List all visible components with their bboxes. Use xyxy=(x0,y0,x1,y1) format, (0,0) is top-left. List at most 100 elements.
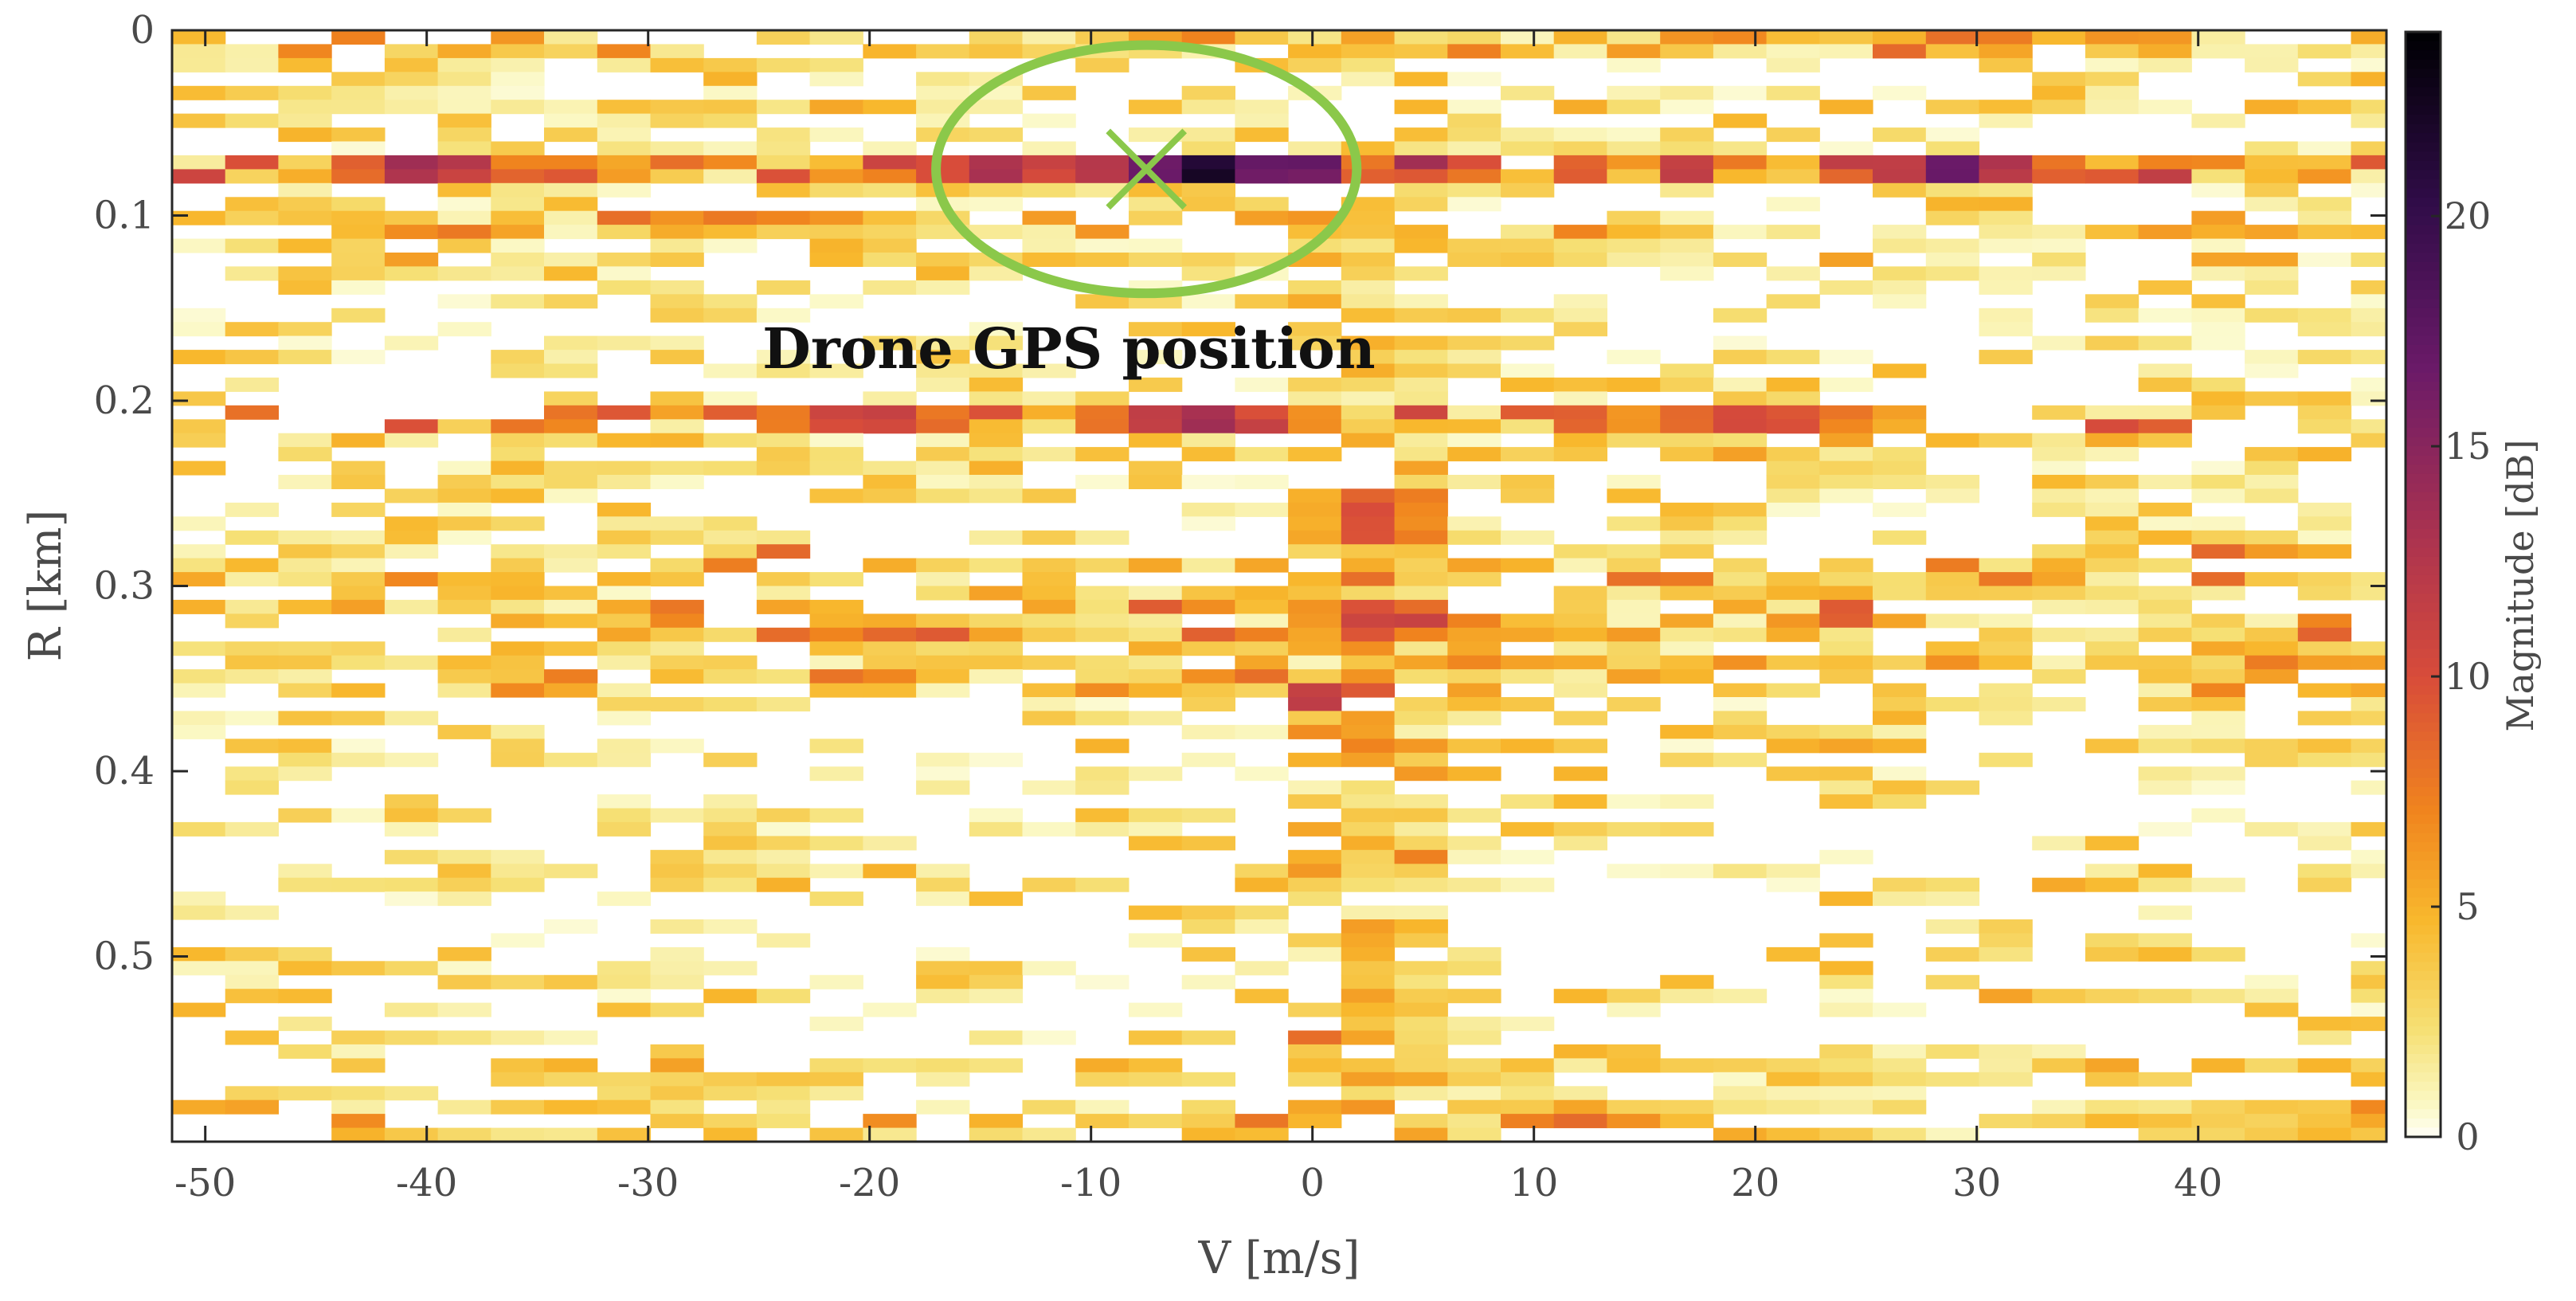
heatmap-cell xyxy=(1394,100,1448,115)
heatmap-cell xyxy=(1235,294,1289,309)
heatmap-cell xyxy=(1022,182,1076,198)
heatmap-cell xyxy=(1075,1058,1129,1073)
heatmap-cell xyxy=(384,225,439,240)
heatmap-cell xyxy=(1394,919,1448,934)
heatmap-cell xyxy=(1873,238,1927,253)
heatmap-cell xyxy=(2085,739,2139,754)
heatmap-cell xyxy=(1022,488,1076,504)
heatmap-cell xyxy=(1979,752,2033,767)
heatmap-cell xyxy=(863,475,917,489)
colorbar-segment xyxy=(2406,925,2441,935)
heatmap-cell xyxy=(1766,155,1820,170)
heatmap-cell xyxy=(2297,739,2352,754)
heatmap-cell xyxy=(2085,530,2139,545)
heatmap-cell xyxy=(1022,141,1076,156)
heatmap-cell xyxy=(1873,169,1927,184)
heatmap-cell xyxy=(1235,405,1289,420)
heatmap-cell xyxy=(437,669,491,684)
heatmap-cell xyxy=(703,989,758,1004)
heatmap-cell xyxy=(2138,419,2192,434)
heatmap-cell xyxy=(1607,44,1661,59)
heatmap-cell xyxy=(278,85,332,100)
colorbar-segment xyxy=(2406,299,2441,309)
heatmap-cell xyxy=(1235,919,1289,934)
x-tick-label: -40 xyxy=(396,1161,457,1205)
heatmap-cell xyxy=(1022,1030,1076,1045)
heatmap-cell xyxy=(1501,253,1555,267)
heatmap-cell xyxy=(1022,447,1076,462)
heatmap-cell xyxy=(2245,974,2299,989)
heatmap-cell xyxy=(650,599,704,614)
heatmap-cell xyxy=(2085,433,2139,448)
heatmap-cell xyxy=(437,849,491,864)
heatmap-cell xyxy=(1660,821,1714,837)
heatmap-cell xyxy=(1129,210,1183,225)
heatmap-cell xyxy=(1713,1086,1768,1101)
heatmap-cell xyxy=(278,1044,332,1059)
heatmap-cell xyxy=(969,488,1024,504)
colorbar-segment xyxy=(2406,511,2441,521)
heatmap-cell xyxy=(1819,169,1873,184)
heatmap-cell xyxy=(278,335,332,351)
heatmap-cell xyxy=(278,127,332,143)
heatmap-cell xyxy=(2138,1114,2192,1129)
heatmap-cell xyxy=(1660,1114,1714,1129)
heatmap-cell xyxy=(2297,1017,2352,1032)
heatmap-cell xyxy=(544,669,598,684)
heatmap-cell xyxy=(1979,44,2033,59)
heatmap-cell xyxy=(1181,683,1235,698)
heatmap-cell xyxy=(437,572,491,587)
colorbar-segment xyxy=(2406,437,2441,448)
heatmap-cell xyxy=(2085,169,2139,184)
heatmap-cell xyxy=(1288,641,1342,656)
heatmap-cell xyxy=(1075,821,1129,837)
heatmap-cell xyxy=(1553,711,1607,726)
heatmap-cell xyxy=(2351,377,2386,392)
heatmap-cell xyxy=(1979,100,2033,115)
heatmap-cell xyxy=(703,308,758,323)
colorbar-segment xyxy=(2406,907,2441,917)
heatmap-cell xyxy=(1341,849,1396,864)
heatmap-cell xyxy=(2351,1072,2386,1087)
heatmap-cell xyxy=(2351,322,2386,337)
heatmap-cell xyxy=(544,1058,598,1073)
heatmap-cell xyxy=(437,530,491,545)
heatmap-cell xyxy=(278,57,332,72)
heatmap-cell xyxy=(278,169,332,184)
heatmap-cell xyxy=(1979,711,2033,726)
heatmap-cell xyxy=(225,1086,279,1101)
heatmap-cell xyxy=(1288,447,1342,462)
heatmap-cell xyxy=(1766,1072,1820,1087)
heatmap-cell xyxy=(2245,739,2299,754)
heatmap-cell xyxy=(2191,1058,2245,1073)
heatmap-cell xyxy=(437,460,491,476)
heatmap-cell xyxy=(1873,363,1927,378)
heatmap-cell xyxy=(1925,197,1980,212)
heatmap-cell xyxy=(437,946,491,962)
heatmap-cell xyxy=(597,100,652,115)
heatmap-cell xyxy=(1129,350,1183,365)
heatmap-cell xyxy=(1181,905,1235,920)
heatmap-cell xyxy=(1181,502,1235,517)
heatmap-cell xyxy=(544,558,598,573)
heatmap-cell xyxy=(1394,377,1448,392)
heatmap-cell xyxy=(1819,350,1873,365)
heatmap-cell xyxy=(597,225,652,240)
heatmap-cell xyxy=(1553,377,1607,392)
heatmap-cell xyxy=(2085,655,2139,670)
heatmap-cell xyxy=(544,155,598,170)
heatmap-cell xyxy=(1660,169,1714,184)
heatmap-cell xyxy=(1925,1072,1980,1087)
heatmap-cell xyxy=(544,127,598,143)
heatmap-cell xyxy=(172,433,226,448)
heatmap-cell xyxy=(1341,225,1396,240)
heatmap-cell xyxy=(1181,419,1235,434)
heatmap-cell xyxy=(278,197,332,212)
heatmap-cell xyxy=(1288,891,1342,907)
heatmap-cell xyxy=(1447,169,1501,184)
colorbar-segment xyxy=(2406,418,2441,429)
heatmap-cell xyxy=(544,460,598,476)
heatmap-cell xyxy=(1129,377,1183,392)
heatmap-cell xyxy=(1501,44,1555,59)
heatmap-cell xyxy=(1713,697,1768,711)
